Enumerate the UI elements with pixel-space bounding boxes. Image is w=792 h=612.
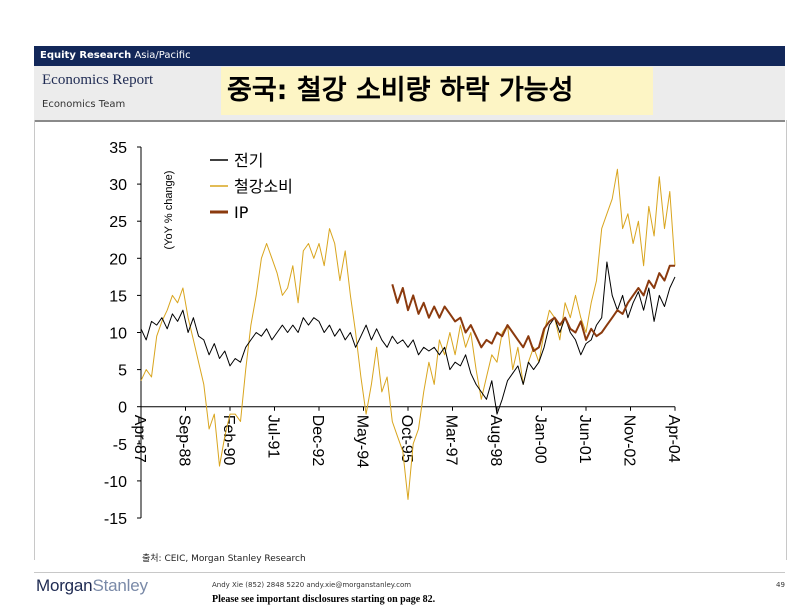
y-tick-label: 20 (109, 251, 127, 268)
legend-label: IP (234, 203, 249, 222)
x-tick-label: Mar-97 (443, 415, 460, 466)
x-tick-label: Apr-04 (665, 415, 682, 463)
y-tick-label: 35 (109, 140, 127, 157)
analyst-contact: Andy Xie (852) 2848 5220 andy.xie@morgan… (212, 581, 412, 589)
section-label: Equity Research (40, 50, 132, 61)
legend-label: 철강소비 (234, 177, 293, 196)
y-tick-label: -15 (104, 511, 127, 528)
x-tick-label: Feb-90 (220, 415, 237, 466)
x-tick-label: Jul-91 (265, 415, 282, 459)
x-tick-label: Jun-01 (576, 415, 593, 464)
report-title: Economics Report (42, 72, 154, 88)
y-tick-label: 15 (109, 288, 127, 305)
x-tick-label: Dec-92 (309, 415, 326, 467)
research-bar: Equity Research Asia/Pacific (34, 46, 785, 66)
y-tick-label: 5 (118, 363, 127, 380)
logo-light: Stanley (92, 576, 148, 595)
source-note: 출처: CEIC, Morgan Stanley Research (142, 554, 306, 564)
x-tick-label: Jan-00 (532, 415, 549, 464)
company-logo: MorganStanley (36, 576, 148, 596)
series-line-electricity (140, 261, 676, 415)
page-title: 중국: 철강 소비량 하락 가능성 (221, 67, 653, 115)
chart-frame (34, 120, 787, 560)
disclosure-note: Please see important disclosures startin… (212, 594, 436, 605)
x-tick-label: Sep-88 (176, 415, 193, 467)
y-axis-label: (YoY % change) (163, 171, 175, 250)
footer-divider (34, 572, 785, 573)
team-label: Economics Team (42, 99, 126, 110)
line-chart: -15 -10 -5 0 5 10 15 20 25 30 35 Apr-87 Sep-88 Feb-90… (104, 140, 682, 528)
y-tick-label: 30 (109, 177, 127, 194)
legend-label: 전기 (234, 151, 263, 170)
y-tick-label: 25 (109, 214, 127, 231)
x-tick-label: Nov-02 (621, 415, 638, 467)
logo-main: Morgan (36, 576, 93, 595)
series-line-ip (391, 264, 675, 352)
page-number: 49 (776, 581, 785, 589)
y-tick-label: 10 (109, 326, 127, 343)
x-tick-label: Aug-98 (487, 415, 504, 467)
y-tick-label: -5 (113, 437, 127, 454)
x-tick-label: Apr-87 (131, 415, 148, 463)
x-tick-label: May-94 (354, 415, 371, 468)
series-line-steel (140, 168, 676, 500)
region-label: Asia/Pacific (134, 50, 191, 61)
y-tick-label: 0 (118, 400, 127, 417)
y-tick-label: -10 (104, 474, 127, 491)
